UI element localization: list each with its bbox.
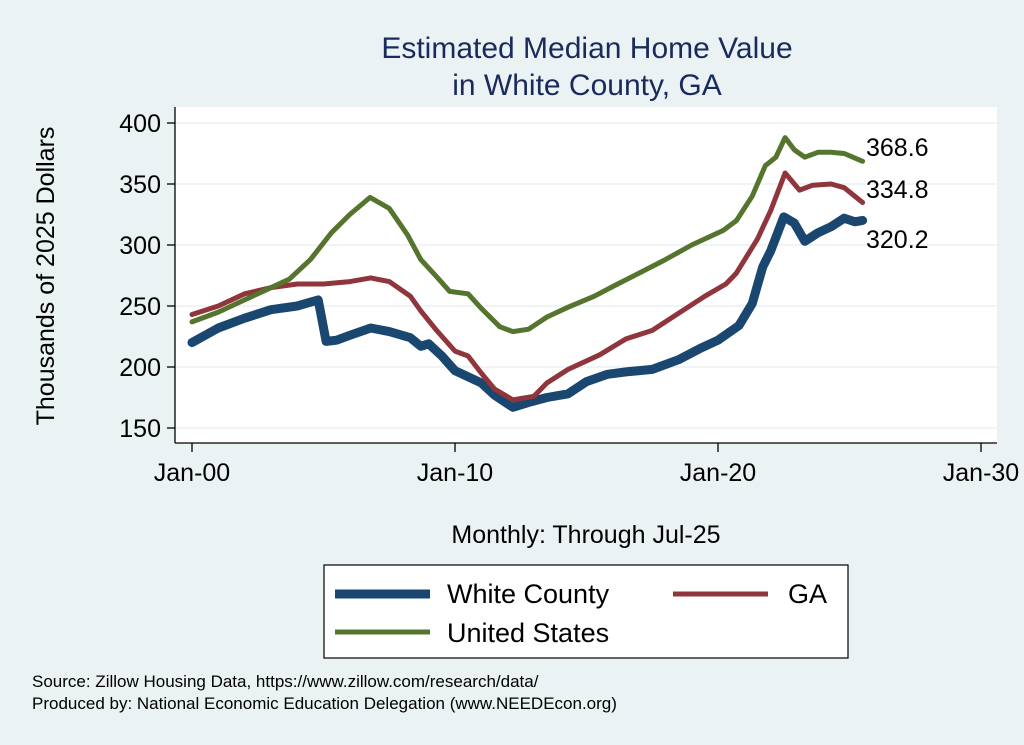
legend-label-ga: GA <box>788 579 827 609</box>
source-note: Source: Zillow Housing Data, https://www… <box>32 672 539 691</box>
x-tick-label: Jan-30 <box>943 459 1019 487</box>
legend: White County GA United States <box>323 564 849 659</box>
chart-title-line-2: in White County, GA <box>452 69 722 102</box>
produced-by-note: Produced by: National Economic Education… <box>32 694 617 713</box>
end-label-ga: 334.8 <box>866 176 929 204</box>
end-labels: 320.2 334.8 368.6 <box>866 134 929 254</box>
y-tick-label: 350 <box>119 171 161 199</box>
y-tick-label: 150 <box>119 415 161 443</box>
legend-label-united-states: United States <box>447 618 609 648</box>
legend-label-white-county: White County <box>447 579 610 609</box>
end-label-united-states: 368.6 <box>866 134 929 162</box>
series-line-united-states <box>189 135 866 335</box>
y-axis-ticks: 150 200 250 300 350 400 <box>119 110 175 443</box>
chart-title-line-1: Estimated Median Home Value <box>381 32 792 65</box>
series-layer <box>187 135 868 412</box>
x-axis-ticks: Jan-00 Jan-10 Jan-20 Jan-30 <box>154 443 1019 487</box>
y-tick-label: 400 <box>119 110 161 138</box>
y-axis-title: Thousands of 2025 Dollars <box>32 127 60 426</box>
y-tick-label: 200 <box>119 354 161 382</box>
y-tick-label: 250 <box>119 293 161 321</box>
x-axis-title: Monthly: Through Jul-25 <box>451 521 720 549</box>
x-tick-label: Jan-10 <box>417 459 493 487</box>
end-label-white-county: 320.2 <box>866 226 929 254</box>
x-tick-label: Jan-20 <box>680 459 756 487</box>
legend-box <box>323 564 849 659</box>
y-tick-label: 300 <box>119 232 161 260</box>
x-tick-label: Jan-00 <box>154 459 230 487</box>
